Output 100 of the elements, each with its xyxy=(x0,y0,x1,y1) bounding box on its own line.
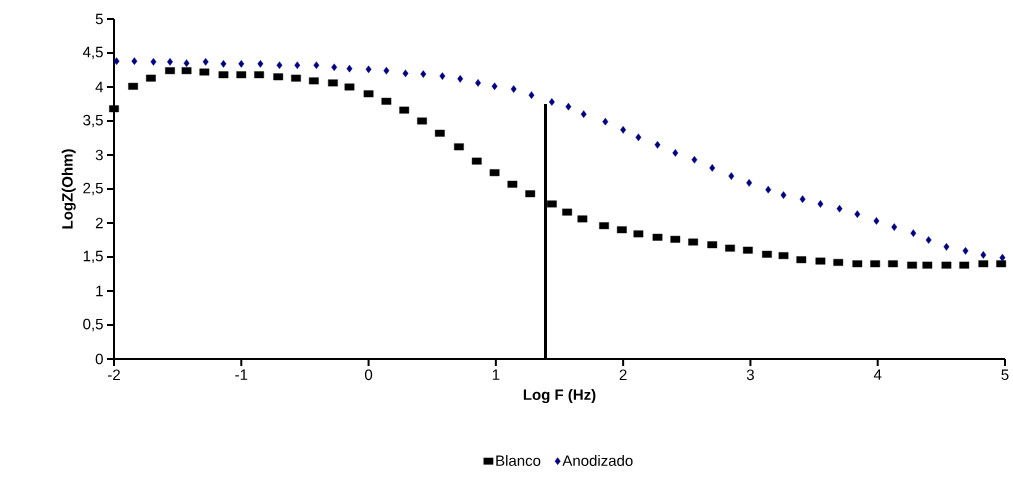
point xyxy=(128,82,138,90)
point xyxy=(183,59,190,67)
point xyxy=(113,57,120,65)
point xyxy=(672,149,679,157)
point xyxy=(383,66,390,75)
point xyxy=(817,200,824,208)
point xyxy=(475,79,481,87)
x-axis-title: Log F (Hz) xyxy=(523,389,596,404)
point xyxy=(602,117,609,126)
point xyxy=(471,157,482,165)
point xyxy=(109,105,119,113)
point xyxy=(852,260,863,268)
point xyxy=(131,57,138,65)
point xyxy=(907,261,917,269)
point xyxy=(507,180,518,188)
y-tick-label: 2,5 xyxy=(83,182,103,196)
y-tick-label: 5 xyxy=(95,13,103,25)
point xyxy=(220,60,227,68)
point xyxy=(962,247,969,255)
point xyxy=(202,58,209,66)
y-tick-label: 4,5 xyxy=(82,46,103,60)
point xyxy=(978,260,989,268)
point xyxy=(577,215,588,223)
x-tick-label: 5 xyxy=(1001,369,1009,380)
y-axis-title: LogZ(Ohm) xyxy=(61,149,76,229)
point xyxy=(888,260,898,268)
point xyxy=(652,233,663,241)
point xyxy=(181,67,192,75)
y-tick-label: 0,5 xyxy=(83,318,103,332)
point xyxy=(331,63,338,72)
point xyxy=(402,69,409,78)
point xyxy=(891,223,898,231)
x-tick-label: -1 xyxy=(235,369,248,380)
point xyxy=(616,226,627,234)
point xyxy=(799,195,806,203)
point xyxy=(273,73,284,81)
point xyxy=(620,126,627,134)
x-tick-label: 4 xyxy=(873,369,882,380)
point xyxy=(709,164,716,172)
point xyxy=(943,242,950,251)
point xyxy=(670,235,681,243)
point xyxy=(454,143,464,151)
point xyxy=(854,210,861,218)
x-tick-label: -2 xyxy=(108,369,120,380)
point xyxy=(565,102,572,111)
point xyxy=(365,65,372,74)
x-tick-label: 0 xyxy=(364,369,373,381)
point xyxy=(548,98,555,106)
point xyxy=(420,70,427,78)
point xyxy=(257,60,264,68)
point xyxy=(796,256,807,264)
point xyxy=(996,260,1007,268)
point xyxy=(489,169,500,177)
point xyxy=(238,60,245,68)
point xyxy=(599,222,609,230)
point xyxy=(254,71,264,79)
point xyxy=(778,252,789,260)
point xyxy=(922,261,933,269)
y-tick-label: 1 xyxy=(96,285,103,297)
point xyxy=(654,140,661,149)
point xyxy=(276,61,283,70)
point xyxy=(165,67,175,75)
point xyxy=(925,236,932,244)
y-tick-label: 1,5 xyxy=(83,250,103,264)
point xyxy=(236,71,247,79)
x-tick-label: 2 xyxy=(619,369,627,380)
point xyxy=(836,204,843,213)
point xyxy=(728,172,735,180)
point xyxy=(941,261,952,269)
point xyxy=(167,58,173,66)
legend-label: Anodizado xyxy=(562,454,633,466)
legend-label: Blanco xyxy=(496,454,541,466)
point xyxy=(765,185,772,194)
point xyxy=(635,133,642,142)
point xyxy=(346,64,353,73)
point xyxy=(457,75,464,83)
point xyxy=(308,77,319,85)
point xyxy=(510,85,517,93)
point xyxy=(218,71,229,79)
point xyxy=(746,179,753,187)
point xyxy=(762,250,772,258)
point xyxy=(688,238,699,246)
point xyxy=(870,260,881,268)
y-tick-label: 3,5 xyxy=(83,114,103,128)
point xyxy=(146,74,156,82)
point xyxy=(150,58,157,66)
y-tick-label: 0 xyxy=(95,353,103,365)
point xyxy=(199,68,210,76)
point xyxy=(980,251,987,259)
point xyxy=(707,241,718,249)
point xyxy=(873,217,880,225)
y-tick-label: 4 xyxy=(95,81,104,93)
point xyxy=(417,117,427,125)
point xyxy=(291,74,301,82)
point xyxy=(363,90,374,98)
point xyxy=(434,129,445,137)
point xyxy=(491,82,498,91)
point xyxy=(381,97,392,105)
x-tick-label: 3 xyxy=(746,369,754,381)
point xyxy=(815,257,826,265)
